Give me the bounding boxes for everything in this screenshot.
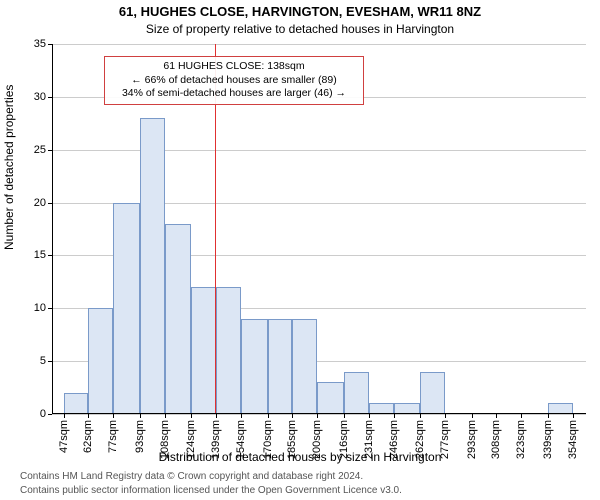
x-tick-mark bbox=[496, 414, 497, 418]
plot-area: 0510152025303547sqm62sqm77sqm93sqm108sqm… bbox=[52, 44, 586, 414]
x-tick-mark bbox=[64, 414, 65, 418]
histogram-bar bbox=[191, 287, 216, 414]
y-tick-label: 20 bbox=[16, 197, 46, 209]
chart-subtitle: Size of property relative to detached ho… bbox=[0, 22, 600, 36]
x-tick-label: 62sqm bbox=[82, 420, 94, 453]
x-tick-mark bbox=[292, 414, 293, 418]
y-tick-label: 5 bbox=[16, 355, 46, 367]
x-tick-mark bbox=[548, 414, 549, 418]
x-tick-label: 47sqm bbox=[58, 420, 70, 453]
x-tick-mark bbox=[394, 414, 395, 418]
x-tick-mark bbox=[241, 414, 242, 418]
x-tick-mark bbox=[344, 414, 345, 418]
y-tick-label: 30 bbox=[16, 91, 46, 103]
x-tick-mark bbox=[216, 414, 217, 418]
chart-container: 61, HUGHES CLOSE, HARVINGTON, EVESHAM, W… bbox=[0, 0, 600, 500]
footer-line-1: Contains HM Land Registry data © Crown c… bbox=[20, 471, 363, 482]
histogram-bar bbox=[216, 287, 241, 414]
x-tick-mark bbox=[369, 414, 370, 418]
x-tick-mark bbox=[420, 414, 421, 418]
annotation-box: 61 HUGHES CLOSE: 138sqm← 66% of detached… bbox=[104, 56, 364, 105]
y-tick-mark bbox=[48, 414, 52, 415]
y-axis-line bbox=[52, 44, 53, 414]
histogram-bar bbox=[140, 118, 165, 414]
histogram-bar bbox=[88, 308, 113, 414]
x-tick-mark bbox=[268, 414, 269, 418]
gridline bbox=[52, 414, 586, 415]
x-axis-line bbox=[52, 413, 586, 414]
histogram-bar bbox=[268, 319, 293, 414]
gridline bbox=[52, 44, 586, 45]
y-tick-label: 0 bbox=[16, 408, 46, 420]
x-tick-mark bbox=[521, 414, 522, 418]
x-tick-label: 77sqm bbox=[107, 420, 119, 453]
y-tick-label: 15 bbox=[16, 249, 46, 261]
gridline bbox=[52, 150, 586, 151]
y-tick-label: 35 bbox=[16, 38, 46, 50]
histogram-bar bbox=[420, 372, 445, 414]
x-axis-label: Distribution of detached houses by size … bbox=[0, 450, 600, 464]
annotation-line: 61 HUGHES CLOSE: 138sqm bbox=[111, 60, 357, 74]
histogram-bar bbox=[317, 382, 344, 414]
chart-title: 61, HUGHES CLOSE, HARVINGTON, EVESHAM, W… bbox=[0, 4, 600, 19]
histogram-bar bbox=[165, 224, 192, 414]
y-axis-label: Number of detached properties bbox=[2, 85, 16, 250]
x-tick-mark bbox=[165, 414, 166, 418]
x-tick-mark bbox=[573, 414, 574, 418]
x-tick-mark bbox=[140, 414, 141, 418]
annotation-line: 34% of semi-detached houses are larger (… bbox=[111, 87, 357, 101]
y-tick-label: 10 bbox=[16, 302, 46, 314]
histogram-bar bbox=[241, 319, 268, 414]
x-tick-label: 93sqm bbox=[134, 420, 146, 453]
x-tick-mark bbox=[317, 414, 318, 418]
x-tick-mark bbox=[88, 414, 89, 418]
x-tick-mark bbox=[472, 414, 473, 418]
x-tick-mark bbox=[113, 414, 114, 418]
x-tick-mark bbox=[445, 414, 446, 418]
histogram-bar bbox=[64, 393, 89, 414]
x-tick-mark bbox=[191, 414, 192, 418]
y-tick-label: 25 bbox=[16, 144, 46, 156]
histogram-bar bbox=[292, 319, 317, 414]
footer-line-2: Contains public sector information licen… bbox=[20, 485, 402, 496]
histogram-bar bbox=[344, 372, 369, 414]
annotation-line: ← 66% of detached houses are smaller (89… bbox=[111, 74, 357, 88]
histogram-bar bbox=[113, 203, 140, 414]
